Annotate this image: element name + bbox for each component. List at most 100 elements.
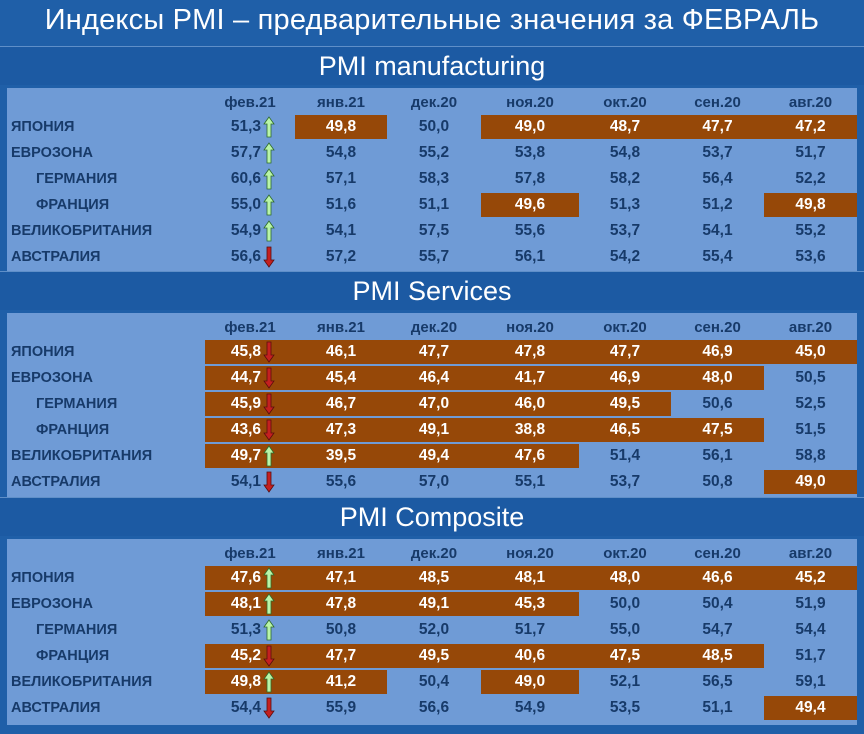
value-text: 51,3	[230, 621, 261, 638]
value-text: 50,8	[702, 473, 733, 490]
value-text: 47,6	[230, 569, 261, 586]
value-text: 47,0	[418, 395, 450, 412]
country-label: ВЕЛИКОБРИТАНИЯ	[11, 223, 153, 239]
value-cell: 45,2	[764, 566, 857, 590]
country-label: АВСТРАЛИЯ	[11, 249, 101, 265]
table-header-row: фев.21 янв.21 дек.20 ноя.20 окт.20 сен.20 авг.…	[7, 541, 857, 565]
value-text: 47,8	[325, 595, 357, 612]
column-header: окт.20	[603, 318, 647, 336]
value-text: 47,7	[609, 343, 641, 360]
arrow-up-icon	[263, 445, 275, 467]
value-cell: 52,1	[579, 670, 671, 694]
value-text: 49,8	[795, 196, 826, 213]
value-cell: 56,6	[387, 696, 481, 720]
column-header: окт.20	[603, 544, 647, 562]
value-cell: 47,7	[579, 340, 671, 364]
value-cell: 40,6	[481, 644, 579, 668]
value-text: 45,0	[795, 343, 826, 360]
value-text: 53,5	[609, 699, 641, 716]
value-cell: 51,4	[579, 444, 671, 468]
value-cell: 55,1	[481, 470, 579, 494]
table-row: ВЕЛИКОБРИТАНИЯ 49,7 39,5 49,4 47,6 51,4 56,1 58…	[7, 443, 857, 469]
country-label: ФРАНЦИЯ	[36, 197, 110, 213]
value-text: 47,2	[795, 118, 826, 135]
country-label: ГЕРМАНИЯ	[36, 171, 118, 187]
table-row: ГЕРМАНИЯ 45,9 46,7 47,0 46,0 49,5 50,6 52,5	[7, 391, 857, 417]
pmi-table: фев.21 янв.21 дек.20 ноя.20 окт.20 сен.20 авг.…	[7, 539, 857, 725]
value-text: 41,2	[325, 673, 357, 690]
arrow-up-icon	[263, 567, 275, 589]
column-header: окт.20	[603, 93, 647, 111]
value-cell: 57,0	[387, 470, 481, 494]
value-text: 55,9	[325, 699, 357, 716]
value-text: 48,0	[702, 369, 733, 386]
column-header: дек.20	[410, 93, 458, 111]
value-cell: 54,7	[671, 618, 764, 642]
value-cell: 46,6	[671, 566, 764, 590]
value-cell: 56,5	[671, 670, 764, 694]
value-cell: 50,5	[764, 366, 857, 390]
value-cell: 55,7	[387, 245, 481, 269]
arrow-down-icon	[263, 393, 275, 415]
country-label: ФРАНЦИЯ	[36, 648, 110, 664]
value-cell: 47,6	[205, 566, 295, 590]
value-cell: 52,5	[764, 392, 857, 416]
value-text: 51,9	[795, 595, 826, 612]
value-cell: 57,8	[481, 167, 579, 191]
table-row: АВСТРАЛИЯ 54,1 55,6 57,0 55,1 53,7 50,8 49,0	[7, 469, 857, 495]
value-text: 49,0	[795, 473, 826, 490]
value-text: 51,7	[795, 647, 826, 664]
value-cell: 44,7	[205, 366, 295, 390]
value-cell: 47,6	[481, 444, 579, 468]
value-text: 49,1	[418, 421, 450, 438]
value-text: 57,2	[325, 248, 357, 265]
value-text: 50,4	[702, 595, 733, 612]
value-cell: 54,8	[579, 141, 671, 165]
value-text: 54,9	[230, 222, 261, 239]
value-text: 59,1	[795, 673, 826, 690]
pmi-table: фев.21 янв.21 дек.20 ноя.20 окт.20 сен.20 авг.…	[7, 313, 857, 499]
table-row: ЕВРОЗОНА 48,1 47,8 49,1 45,3 50,0 50,4 51,9	[7, 591, 857, 617]
value-text: 48,7	[609, 118, 641, 135]
value-cell: 56,1	[671, 444, 764, 468]
value-text: 49,4	[795, 699, 826, 716]
value-cell: 60,6	[205, 167, 295, 191]
value-cell: 45,2	[205, 644, 295, 668]
value-text: 57,0	[418, 473, 450, 490]
value-cell: 49,7	[205, 444, 295, 468]
arrow-up-icon	[263, 619, 275, 641]
country-label: ЯПОНИЯ	[11, 119, 75, 135]
value-text: 57,1	[325, 170, 357, 187]
value-cell: 49,6	[481, 193, 579, 217]
value-cell: 55,9	[295, 696, 387, 720]
value-cell: 52,0	[387, 618, 481, 642]
value-cell: 47,2	[764, 115, 857, 139]
table-row: АВСТРАЛИЯ 54,4 55,9 56,6 54,9 53,5 51,1 49,4	[7, 695, 857, 721]
value-cell: 49,1	[387, 418, 481, 442]
value-cell: 46,9	[579, 366, 671, 390]
value-text: 55,2	[795, 222, 826, 239]
table-row: ФРАНЦИЯ 43,6 47,3 49,1 38,8 46,5 47,5 51,5	[7, 417, 857, 443]
arrow-up-icon	[263, 220, 275, 242]
arrow-up-icon	[263, 194, 275, 216]
value-text: 46,6	[702, 569, 733, 586]
value-text: 50,6	[702, 395, 733, 412]
value-text: 52,2	[795, 170, 826, 187]
value-cell: 55,6	[295, 470, 387, 494]
value-cell: 58,2	[579, 167, 671, 191]
arrow-down-icon	[263, 697, 275, 719]
value-text: 53,6	[795, 248, 826, 265]
column-header: сен.20	[694, 318, 741, 336]
value-text: 57,5	[418, 222, 450, 239]
value-cell: 52,2	[764, 167, 857, 191]
value-cell: 51,1	[671, 696, 764, 720]
column-header: дек.20	[410, 544, 458, 562]
column-header: янв.21	[317, 544, 365, 562]
arrow-down-icon	[263, 246, 275, 268]
value-cell: 53,6	[764, 245, 857, 269]
value-cell: 54,4	[764, 618, 857, 642]
table-row: АВСТРАЛИЯ 56,6 57,2 55,7 56,1 54,2 55,4 53,6	[7, 244, 857, 270]
arrow-up-icon	[263, 671, 275, 693]
value-cell: 50,4	[387, 670, 481, 694]
value-cell: 51,6	[295, 193, 387, 217]
